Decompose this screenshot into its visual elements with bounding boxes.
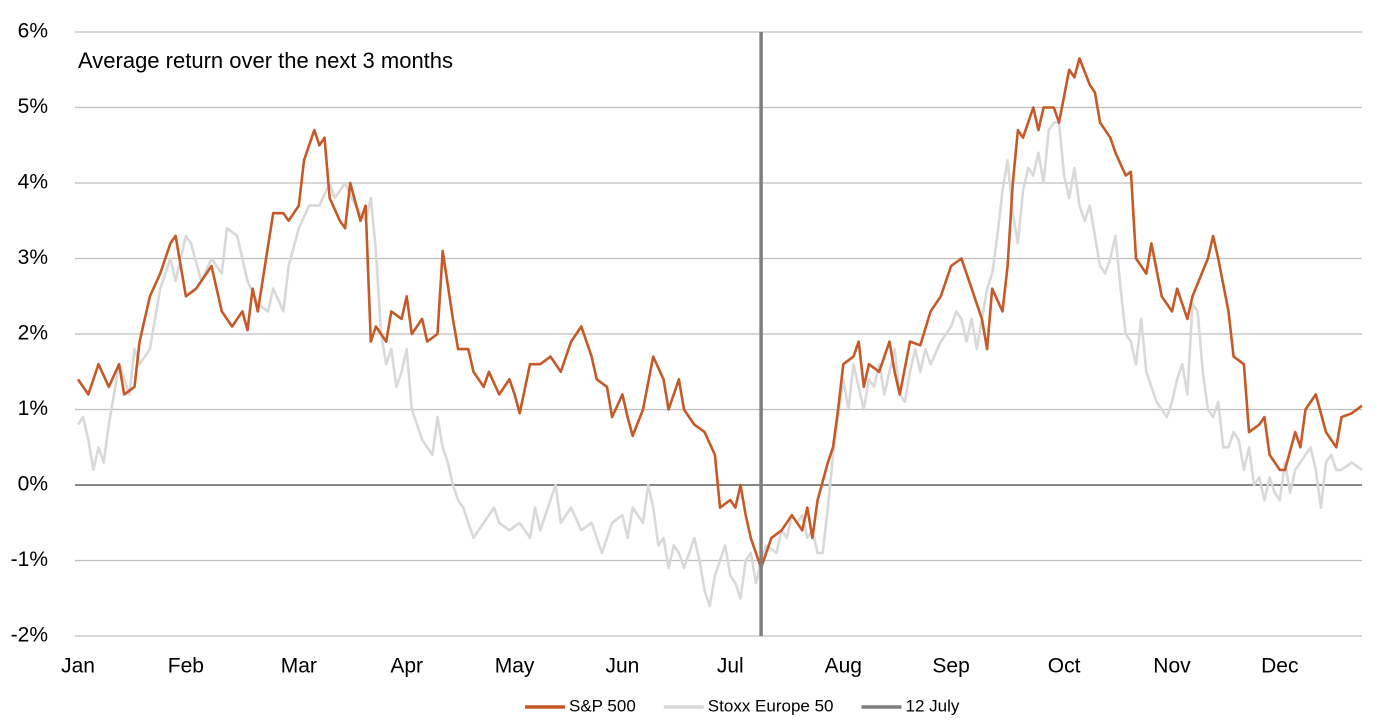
legend-label: 12 July bbox=[906, 696, 960, 715]
series-line bbox=[76, 57, 1363, 570]
y-tick-label: -2% bbox=[11, 624, 48, 647]
x-tick-label: Oct bbox=[1048, 655, 1081, 678]
x-tick-label: Sep bbox=[932, 655, 969, 678]
x-tick-label: Feb bbox=[168, 655, 204, 678]
annotation: Average return over the next 3 months bbox=[78, 48, 453, 73]
x-tick-label: Aug bbox=[825, 655, 862, 678]
y-tick-label: 5% bbox=[18, 95, 48, 118]
x-tick-label: Jan bbox=[61, 655, 95, 678]
series-line bbox=[76, 121, 1363, 608]
y-tick-label: -1% bbox=[11, 548, 48, 571]
x-tick-label: Jun bbox=[605, 655, 639, 678]
legend-label: Stoxx Europe 50 bbox=[708, 696, 834, 715]
legend-label: S&P 500 bbox=[569, 696, 636, 715]
y-tick-label: 3% bbox=[18, 246, 48, 269]
y-tick-label: 0% bbox=[18, 473, 48, 496]
y-tick-label: 1% bbox=[18, 397, 48, 420]
x-tick-label: Dec bbox=[1261, 655, 1298, 678]
x-tick-label: Jul bbox=[717, 655, 744, 678]
x-tick-label: Apr bbox=[390, 655, 423, 678]
y-tick-label: 2% bbox=[18, 322, 48, 345]
y-tick-label: 6% bbox=[18, 20, 48, 43]
x-tick-label: Mar bbox=[281, 655, 317, 678]
y-tick-label: 4% bbox=[18, 171, 48, 194]
x-tick-label: Nov bbox=[1153, 655, 1191, 678]
x-tick-label: May bbox=[495, 655, 535, 678]
